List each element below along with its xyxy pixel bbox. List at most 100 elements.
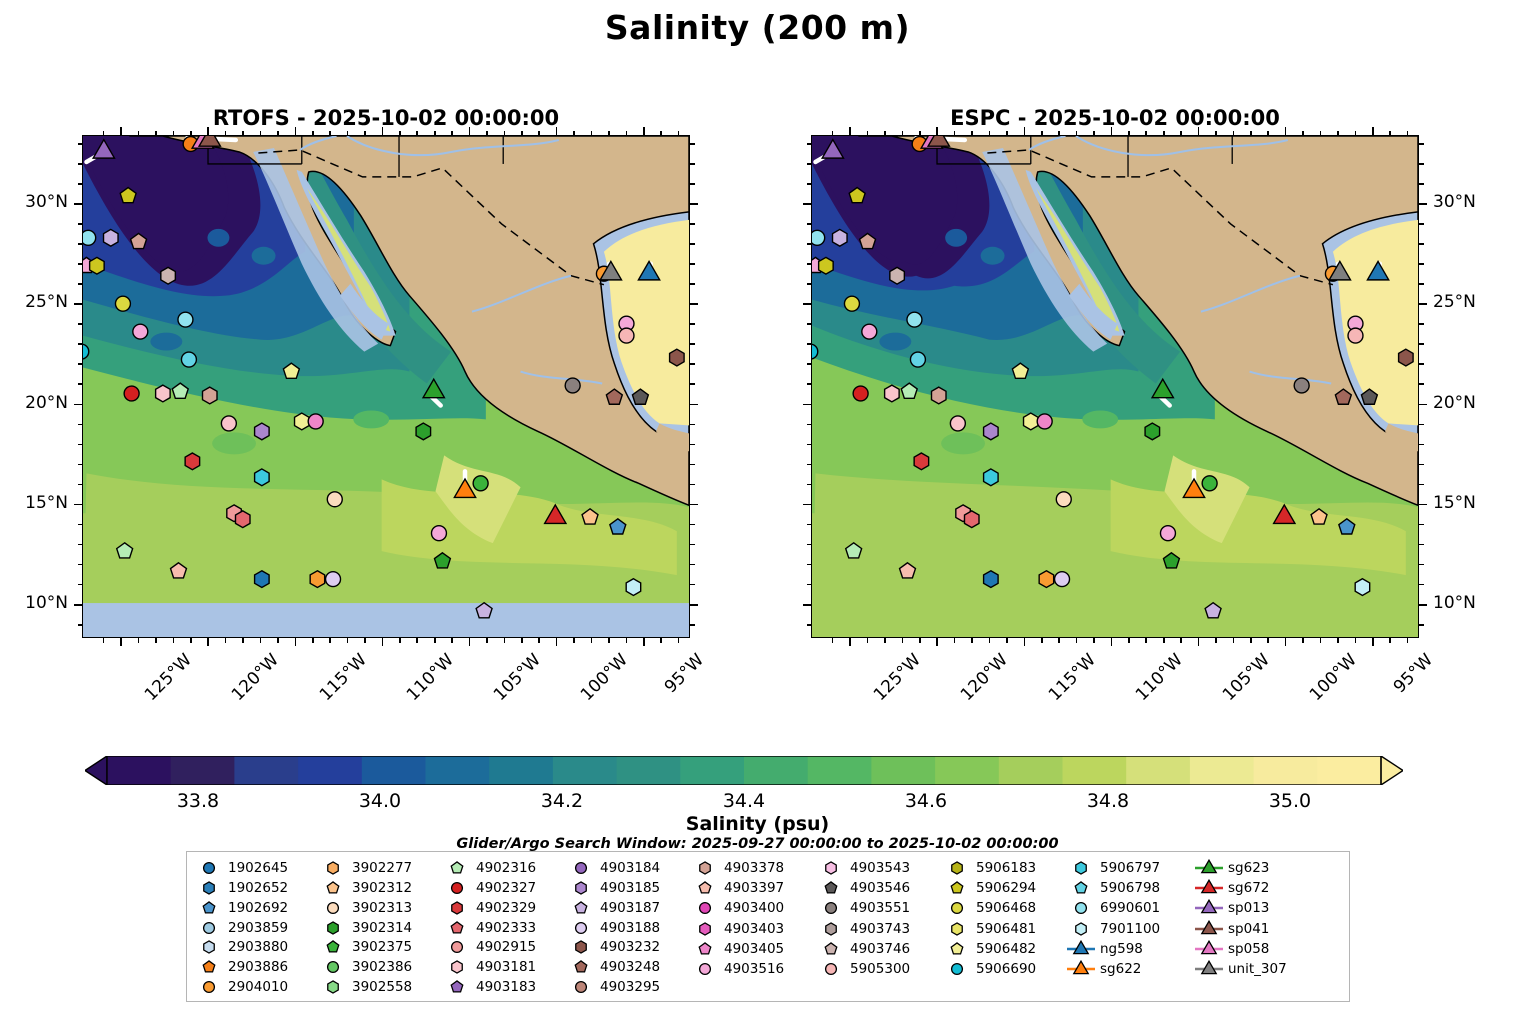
legend-item[interactable]: 5906183 (941, 858, 1065, 878)
y-tick (803, 303, 811, 305)
legend-item[interactable]: 2904010 (193, 977, 317, 997)
legend-item-label: sp058 (1228, 940, 1270, 957)
y-tick-minor (806, 623, 811, 626)
x-tick-minor (346, 638, 349, 643)
legend-item-label: 3902375 (352, 939, 413, 956)
x-tick-minor (573, 638, 575, 643)
legend-item[interactable]: 4903295 (565, 977, 689, 997)
y-tick-minor (690, 163, 695, 165)
legend-item[interactable]: 4903551 (815, 898, 941, 918)
x-tick-label: 115°W (1044, 650, 1100, 705)
legend-item[interactable]: 4903232 (565, 937, 689, 957)
y-tick (803, 603, 811, 606)
legend-item[interactable]: sp058 (1193, 939, 1309, 959)
legend-item[interactable]: 4903403 (689, 919, 815, 939)
legend-item[interactable]: 3902313 (317, 898, 441, 918)
y-tick-minor (690, 523, 695, 526)
legend-item[interactable]: sg672 (1193, 878, 1309, 898)
legend-item[interactable]: 4903397 (689, 878, 815, 898)
legend-item-label: 4903516 (724, 961, 785, 978)
legend-item[interactable]: 4903188 (565, 918, 689, 938)
legend-item[interactable]: 4902316 (441, 858, 565, 878)
legend-item[interactable]: unit_307 (1193, 959, 1309, 979)
legend-item[interactable]: 5905300 (815, 959, 941, 979)
legend-item[interactable]: 3902314 (317, 918, 441, 938)
x-tick-minor (399, 130, 401, 135)
circle-marker-icon (565, 978, 597, 996)
legend-item[interactable]: 4903543 (815, 858, 941, 878)
legend-box[interactable]: 1902645 1902652 1902692 2903859 2903880 29038… (186, 851, 1350, 1002)
x-tick-top (468, 127, 471, 135)
circle-marker-icon (317, 958, 349, 976)
y-tick-minor (1419, 243, 1424, 245)
legend-item[interactable]: 4903743 (815, 919, 941, 939)
y-tick-minor (77, 583, 82, 586)
legend-item[interactable]: 4902333 (441, 918, 565, 938)
legend-item[interactable]: 4903183 (441, 977, 565, 997)
legend-item[interactable]: 1902652 (193, 878, 317, 898)
x-tick-minor (1215, 638, 1217, 643)
legend-item[interactable]: 4903516 (689, 959, 815, 979)
y-tick (690, 403, 698, 406)
legend-item[interactable]: 4903746 (815, 939, 941, 959)
y-tick-minor (1419, 163, 1424, 165)
y-tick-label: 30°N (25, 192, 68, 213)
legend-item[interactable]: 1902645 (193, 858, 317, 878)
legend-item[interactable]: 4903248 (565, 957, 689, 977)
legend-item[interactable]: 4903181 (441, 957, 565, 977)
legend-item[interactable]: 3902386 (317, 957, 441, 977)
legend-item[interactable]: 7901100 (1065, 919, 1193, 939)
legend-item[interactable]: 4902329 (441, 898, 565, 918)
legend-item[interactable]: 5906797 (1065, 858, 1193, 878)
y-tick (690, 203, 698, 205)
legend-item[interactable]: 4903546 (815, 878, 941, 898)
legend-item[interactable]: 4903400 (689, 898, 815, 918)
x-tick-label: 125°W (141, 650, 197, 705)
legend-item[interactable]: 4903184 (565, 858, 689, 878)
legend-item[interactable]: 3902312 (317, 878, 441, 898)
legend-item[interactable]: ng598 (1065, 939, 1193, 959)
legend-item[interactable]: 2903859 (193, 918, 317, 938)
legend-item[interactable]: 4903405 (689, 939, 815, 959)
legend-item[interactable]: 5906482 (941, 939, 1065, 959)
y-tick-minor (690, 443, 695, 446)
y-tick-minor (77, 163, 82, 165)
y-tick-label: 30°N (1433, 192, 1476, 213)
legend-item[interactable]: 4902915 (441, 937, 565, 957)
panel-rtofs-axes[interactable] (82, 135, 690, 638)
y-tick-minor (690, 463, 695, 466)
legend-item-label: 2903880 (228, 939, 289, 956)
legend-item[interactable]: 2903886 (193, 957, 317, 977)
legend-item[interactable]: 4903185 (565, 878, 689, 898)
y-tick-minor (806, 543, 811, 546)
x-tick-top (555, 127, 558, 135)
x-tick-minor (919, 638, 921, 643)
y-tick-minor (1419, 323, 1424, 325)
legend-item[interactable]: 4903378 (689, 858, 815, 878)
legend-item[interactable]: sp013 (1193, 898, 1309, 918)
y-tick-minor (690, 423, 695, 426)
legend-item[interactable]: sg623 (1193, 858, 1309, 878)
legend-item[interactable]: 4902327 (441, 878, 565, 898)
legend-item-label: 5906468 (976, 900, 1037, 917)
legend-item[interactable]: 4903187 (565, 898, 689, 918)
panel-espc: ESPC - 2025-10-02 00:00:00 125°W 120°W 115… (803, 106, 1476, 705)
legend-item[interactable]: 1902692 (193, 898, 317, 918)
y-tick-minor (77, 323, 82, 325)
panel-espc-axes[interactable] (811, 135, 1419, 638)
legend-item[interactable]: 5906690 (941, 959, 1065, 979)
legend-item[interactable]: 5906468 (941, 898, 1065, 918)
legend-item[interactable]: 3902375 (317, 937, 441, 957)
legend-item[interactable]: 5906798 (1065, 878, 1193, 898)
legend-item[interactable]: sp041 (1193, 919, 1309, 939)
legend-item[interactable]: 3902558 (317, 977, 441, 997)
legend-item[interactable]: 6990601 (1065, 898, 1193, 918)
legend-item[interactable]: 5906294 (941, 878, 1065, 898)
legend-item[interactable]: 3902277 (317, 858, 441, 878)
legend-item[interactable]: 5906481 (941, 919, 1065, 939)
y-tick-minor (77, 383, 82, 386)
legend-item[interactable]: sg622 (1065, 959, 1193, 979)
legend-item[interactable]: 2903880 (193, 937, 317, 957)
x-tick-minor (1040, 130, 1043, 135)
legend-item-label: 4903405 (724, 940, 785, 957)
